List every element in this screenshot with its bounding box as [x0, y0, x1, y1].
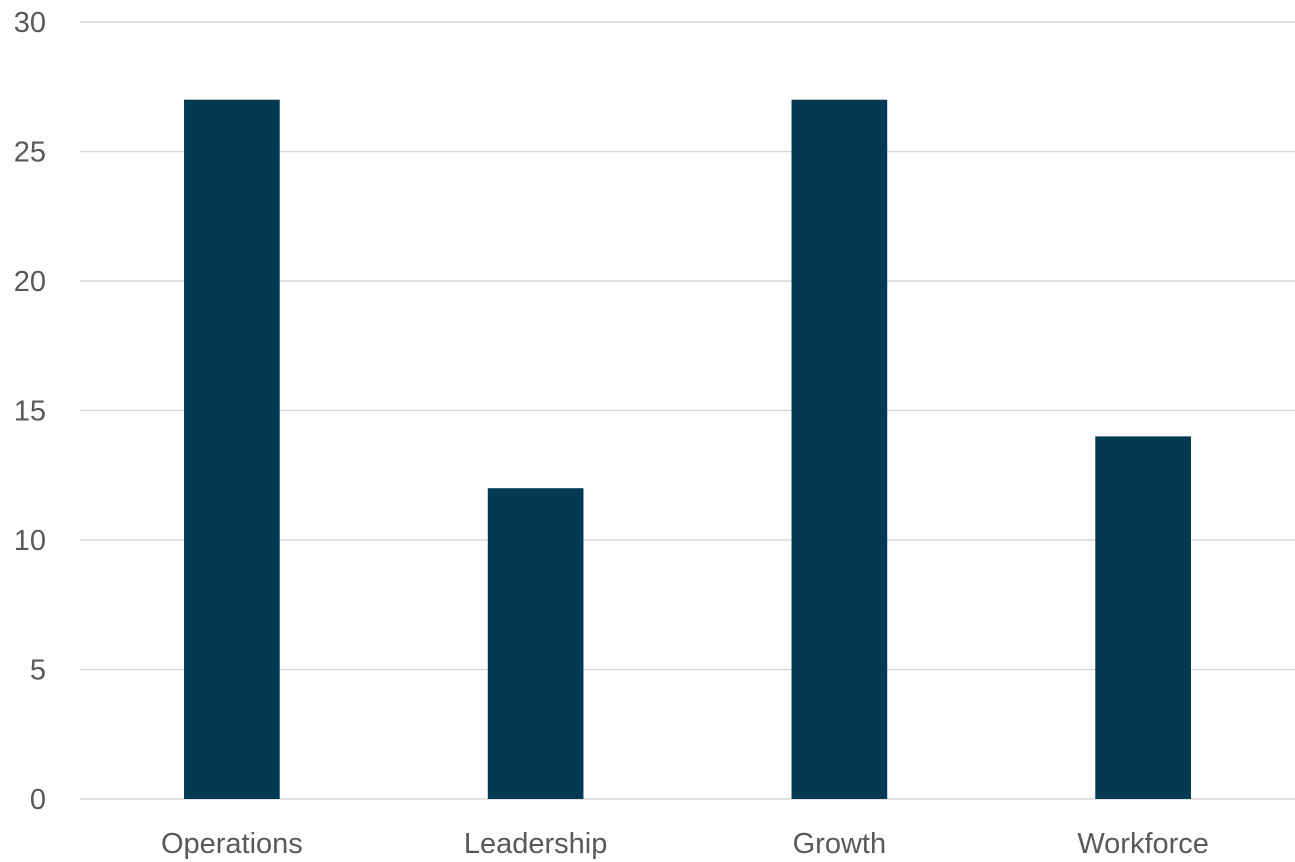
x-category-label: Operations [161, 828, 303, 860]
y-tick-label: 25 [14, 137, 46, 169]
y-tick-label: 15 [14, 396, 46, 428]
y-tick-label: 5 [30, 655, 46, 687]
x-category-label: Workforce [1077, 828, 1209, 860]
y-tick-label: 10 [14, 525, 46, 557]
y-axis-ticks: 0 5 10 15 20 25 30 [14, 7, 46, 816]
bar-operations [184, 99, 280, 799]
y-tick-label: 20 [14, 266, 46, 298]
x-category-label: Growth [793, 828, 886, 860]
x-category-label: Leadership [464, 828, 608, 860]
x-axis-labels: Operations Leadership Growth Workforce [161, 828, 1209, 860]
bar-growth [791, 99, 888, 799]
bars [184, 99, 1191, 799]
y-tick-label: 0 [30, 784, 46, 816]
bar-leadership [487, 488, 584, 799]
y-tick-label: 30 [14, 7, 46, 39]
bar-workforce [1095, 436, 1191, 799]
gridlines [80, 21, 1295, 800]
